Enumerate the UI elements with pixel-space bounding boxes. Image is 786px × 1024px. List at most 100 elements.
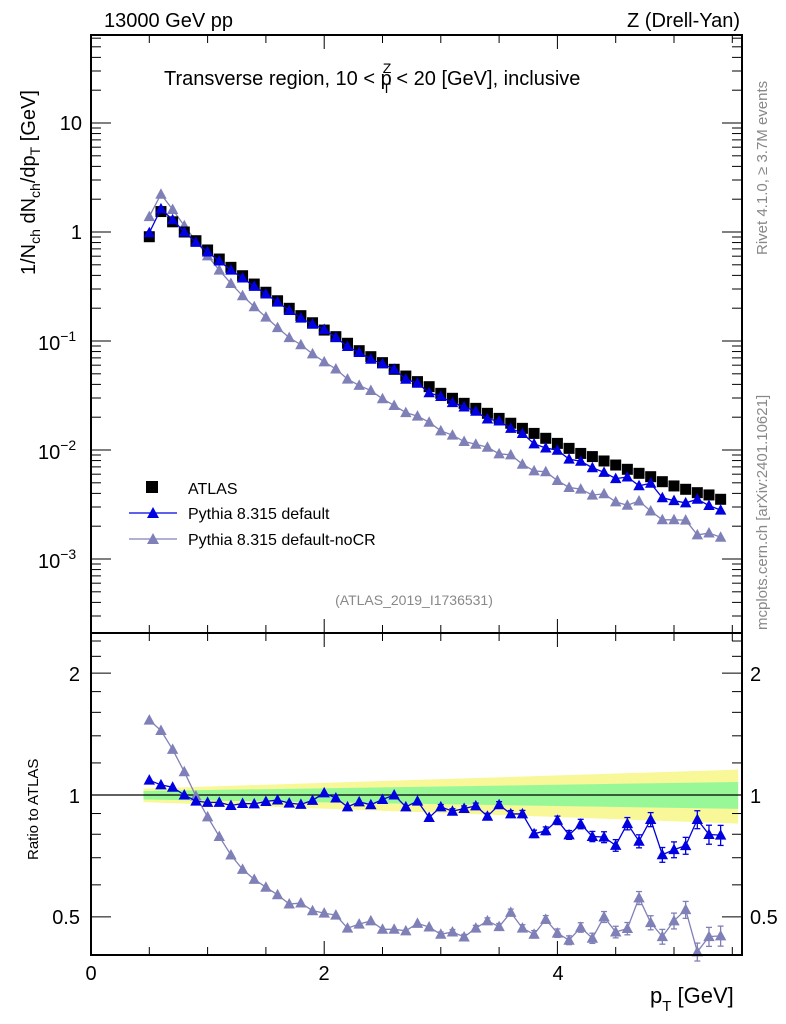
rivet-label: Rivet 4.1.0, ≥ 3.7M events (754, 81, 771, 255)
x-tick-label: 2 (318, 963, 329, 985)
pythia-default-nocr-ratio-point (306, 904, 319, 916)
pythia-default-nocr-ratio-point (714, 929, 727, 941)
pythia-default-ratio-point (248, 797, 260, 809)
pythia-default-point (435, 390, 447, 402)
pythia-default-point (376, 357, 389, 369)
y-tick-label: 10−3 (38, 546, 76, 573)
atlas-point (598, 455, 610, 467)
pythia-default-nocr-point (423, 416, 435, 427)
pythia-default-nocr-ratio-point (388, 923, 400, 934)
atlas-point (621, 463, 633, 475)
pythia-default-ratio-point (644, 813, 657, 824)
pythia-default-ratio-point (400, 800, 412, 812)
pythia-default-point (586, 461, 599, 473)
pythia-default-point (190, 236, 202, 247)
pythia-default-nocr-ratio-point (376, 923, 389, 934)
pythia-default-nocr-point (563, 481, 575, 492)
pythia-default-ratio-point (703, 828, 715, 839)
pythia-default-nocr-ratio-point (143, 714, 155, 725)
legend-label: ATLAS (188, 481, 238, 498)
pythia-default-nocr-point (703, 527, 715, 538)
pythia-default-nocr-point (656, 513, 669, 525)
pythia-default-nocr-point (283, 331, 295, 343)
pythia-default-ratio-point (236, 797, 249, 808)
ratio-uncertainty-bands (143, 769, 739, 824)
pythia-default-nocr-ratio-point (528, 928, 540, 939)
pythia-default-ratio-point (376, 793, 389, 804)
y-tick-label: 1 (71, 222, 82, 244)
pythia-default-point (575, 455, 587, 466)
pythia-default-nocr-ratio-point (703, 930, 715, 942)
pythia-default-ratio-point (388, 789, 400, 800)
pythia-default-nocr-point (644, 505, 657, 516)
x-tick-label: 0 (85, 963, 96, 985)
axis-ticks (90, 35, 742, 955)
pythia-default-nocr-point (353, 379, 365, 390)
atlas-point (610, 459, 622, 471)
pythia-default-ratio-point (341, 800, 354, 812)
atlas-point (691, 487, 703, 499)
pythia-default-nocr-point (400, 406, 412, 418)
pythia-default-ratio-point (423, 811, 435, 822)
pythia-default-point (271, 296, 284, 307)
pythia-default-point (668, 494, 680, 506)
pythia-default-nocr-ratio-point (505, 906, 517, 917)
pythia-default-nocr-ratio-point (400, 924, 412, 936)
pythia-default-nocr-ratio-point (691, 945, 704, 957)
pythia-default-nocr-point (143, 210, 155, 222)
pythia-default-ratio-point (621, 817, 634, 829)
pythia-default-nocr-ratio-point (621, 922, 634, 934)
pythia-default-nocr-ratio-point (365, 914, 377, 926)
pythia-default-ratio-point (201, 796, 214, 807)
x-axis-label: pT [GeV] (650, 983, 734, 1015)
pythia-default-point (505, 422, 517, 433)
pythia-default-nocr-ratio-point (551, 927, 564, 938)
pythia-default-ratio-point (679, 839, 692, 851)
pythia-default-nocr-ratio-point (260, 881, 272, 892)
pythia-default-nocr-point (505, 448, 517, 460)
pythia-default-nocr-point (528, 464, 540, 476)
pythia-default-ratio-point (540, 824, 552, 836)
pythia-default-point (551, 444, 564, 455)
pythia-default-nocr-ratio-point (248, 873, 260, 884)
atlas-point (563, 442, 575, 454)
pythia-default-point (470, 405, 482, 416)
pythia-default-ratio-point (656, 848, 669, 860)
pythia-default-ratio-point (283, 797, 295, 808)
pythia-default-nocr-ratio-point (271, 888, 284, 900)
pythia-default-point (633, 479, 645, 491)
pythia-default-point (143, 226, 155, 238)
pythia-default-nocr-point (411, 410, 424, 421)
pythia-default-nocr-ratio-point (516, 922, 529, 933)
pythia-default-nocr-point (714, 531, 727, 542)
pythia-default-nocr-ratio-point (598, 910, 610, 922)
pythia-default-nocr-ratio-point (644, 916, 657, 928)
pythia-default-point (248, 280, 260, 291)
header-left: 13000 GeV pp (104, 10, 233, 32)
atlas-point (668, 480, 680, 492)
pythia-default-nocr-point (435, 424, 447, 436)
pythia-default-nocr-point (586, 489, 599, 500)
pythia-default-nocr-ratio-point (470, 922, 482, 933)
pythia-default-point (388, 363, 400, 374)
ratio-tick-label: 2 (69, 664, 80, 686)
pythia-default-point (563, 453, 575, 464)
pythia-default-nocr-point (365, 384, 377, 396)
pythia-default-nocr-ratio-point (213, 830, 225, 841)
pythia-default-nocr-ratio-point (423, 921, 435, 932)
pythia-default-ratio-point (435, 800, 447, 812)
pythia-default-nocr-point (493, 447, 505, 459)
pythia-default-ratio-point (575, 817, 587, 829)
pythia-default-nocr-point (481, 441, 494, 452)
pythia-default-ratio-point (271, 793, 284, 805)
pythia-default-ratio-point (551, 814, 564, 825)
analysis-label: (ATLAS_2019_I1736531) (335, 592, 493, 608)
pythia-default-nocr-point (668, 513, 680, 525)
pythia-default-nocr-point (446, 429, 459, 440)
atlas-point (551, 437, 563, 449)
pythia-default-ratio-point (225, 799, 237, 811)
pythia-default-point (458, 400, 470, 412)
y-tick-label: 10 (60, 113, 82, 135)
pythia-default-nocr-ratio-point (435, 928, 447, 939)
